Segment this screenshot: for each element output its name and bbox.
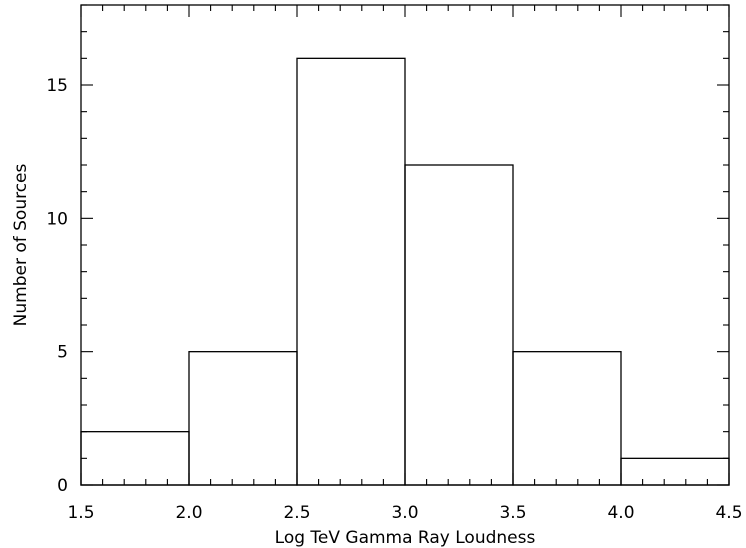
x-axis-ticks: 1.5 2.0 2.5 3.0 3.5 4.0 4.5	[67, 5, 743, 523]
histogram-bar-6	[620, 457, 730, 486]
histogram-bar-2	[188, 351, 298, 486]
histogram-bar-1	[80, 431, 190, 486]
x-tick-label: 1.5	[67, 503, 94, 523]
y-tick-label: 15	[46, 76, 68, 96]
x-axis-label: Log TeV Gamma Ray Loudness	[275, 528, 536, 548]
x-tick-label: 3.5	[499, 503, 526, 523]
histogram-bar-5	[512, 351, 622, 486]
y-axis-label: Number of Sources	[11, 163, 31, 326]
y-axis-ticks: 0 5 10 15	[46, 4, 729, 496]
histogram-bars	[80, 57, 730, 486]
x-tick-label: 2.5	[283, 503, 310, 523]
x-tick-label: 3.0	[391, 503, 418, 523]
histogram-bar-4	[404, 164, 514, 486]
y-tick-label: 10	[46, 209, 68, 229]
x-tick-label: 2.0	[175, 503, 202, 523]
x-tick-label: 4.0	[607, 503, 634, 523]
y-tick-label: 5	[57, 343, 68, 363]
y-tick-label: 0	[57, 476, 68, 496]
x-tick-label: 4.5	[715, 503, 742, 523]
histogram-bar-3	[296, 57, 406, 486]
